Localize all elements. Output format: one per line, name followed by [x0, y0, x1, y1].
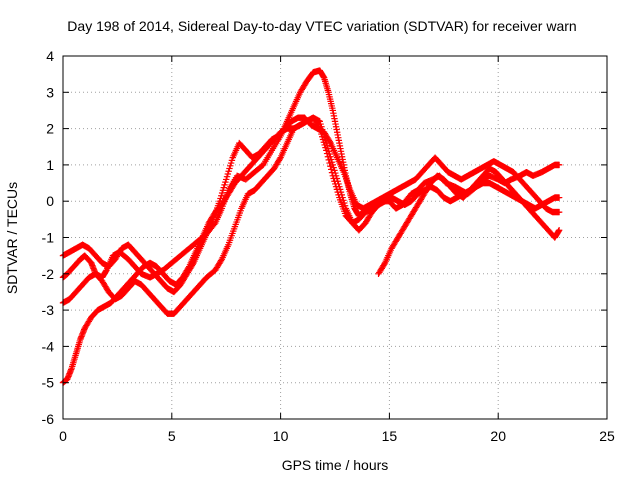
- x-tick-label: 10: [273, 428, 289, 444]
- y-axis-label: SDTVAR / TECUs: [4, 182, 20, 294]
- data-point: [555, 227, 563, 234]
- series-layer: [59, 67, 563, 386]
- y-tick-label: 4: [46, 48, 54, 64]
- x-tick-label: 15: [382, 428, 398, 444]
- data-point: [325, 156, 332, 164]
- y-tick-label: -1: [42, 230, 55, 246]
- data-point: [327, 166, 335, 173]
- y-tick-label: 0: [46, 193, 54, 209]
- data-point: [368, 205, 376, 212]
- x-tick-label: 20: [490, 428, 506, 444]
- y-tick-label: 1: [46, 157, 54, 173]
- y-tick-label: -5: [42, 375, 55, 391]
- series-track-d: [59, 114, 563, 386]
- y-tick-label: 3: [46, 84, 54, 100]
- y-tick-label: -2: [42, 266, 55, 282]
- y-tick-label: -6: [42, 411, 55, 427]
- chart-title: Day 198 of 2014, Sidereal Day-to-day VTE…: [67, 18, 576, 34]
- x-tick-label: 5: [168, 428, 176, 444]
- data-point: [327, 163, 334, 170]
- data-point: [555, 208, 563, 216]
- x-tick-label: 0: [59, 428, 67, 444]
- x-tick-label: 25: [599, 428, 615, 444]
- data-point: [328, 169, 336, 176]
- data-point: [555, 194, 563, 201]
- data-point: [555, 161, 563, 169]
- tick-layer: 0 5 10 15 20 25 -6 -5 -4 -3 -2 -1 0 1 2 3 4: [42, 48, 615, 444]
- data-point: [324, 153, 332, 160]
- data-point: [315, 124, 323, 131]
- y-tick-label: 2: [46, 121, 54, 137]
- data-point: [323, 147, 330, 154]
- y-tick-label: -4: [42, 338, 55, 354]
- y-tick-label: -3: [42, 302, 55, 318]
- data-point: [323, 150, 331, 157]
- data-point: [326, 159, 333, 167]
- x-axis-label: GPS time / hours: [282, 457, 389, 473]
- series-track-b: [59, 114, 563, 317]
